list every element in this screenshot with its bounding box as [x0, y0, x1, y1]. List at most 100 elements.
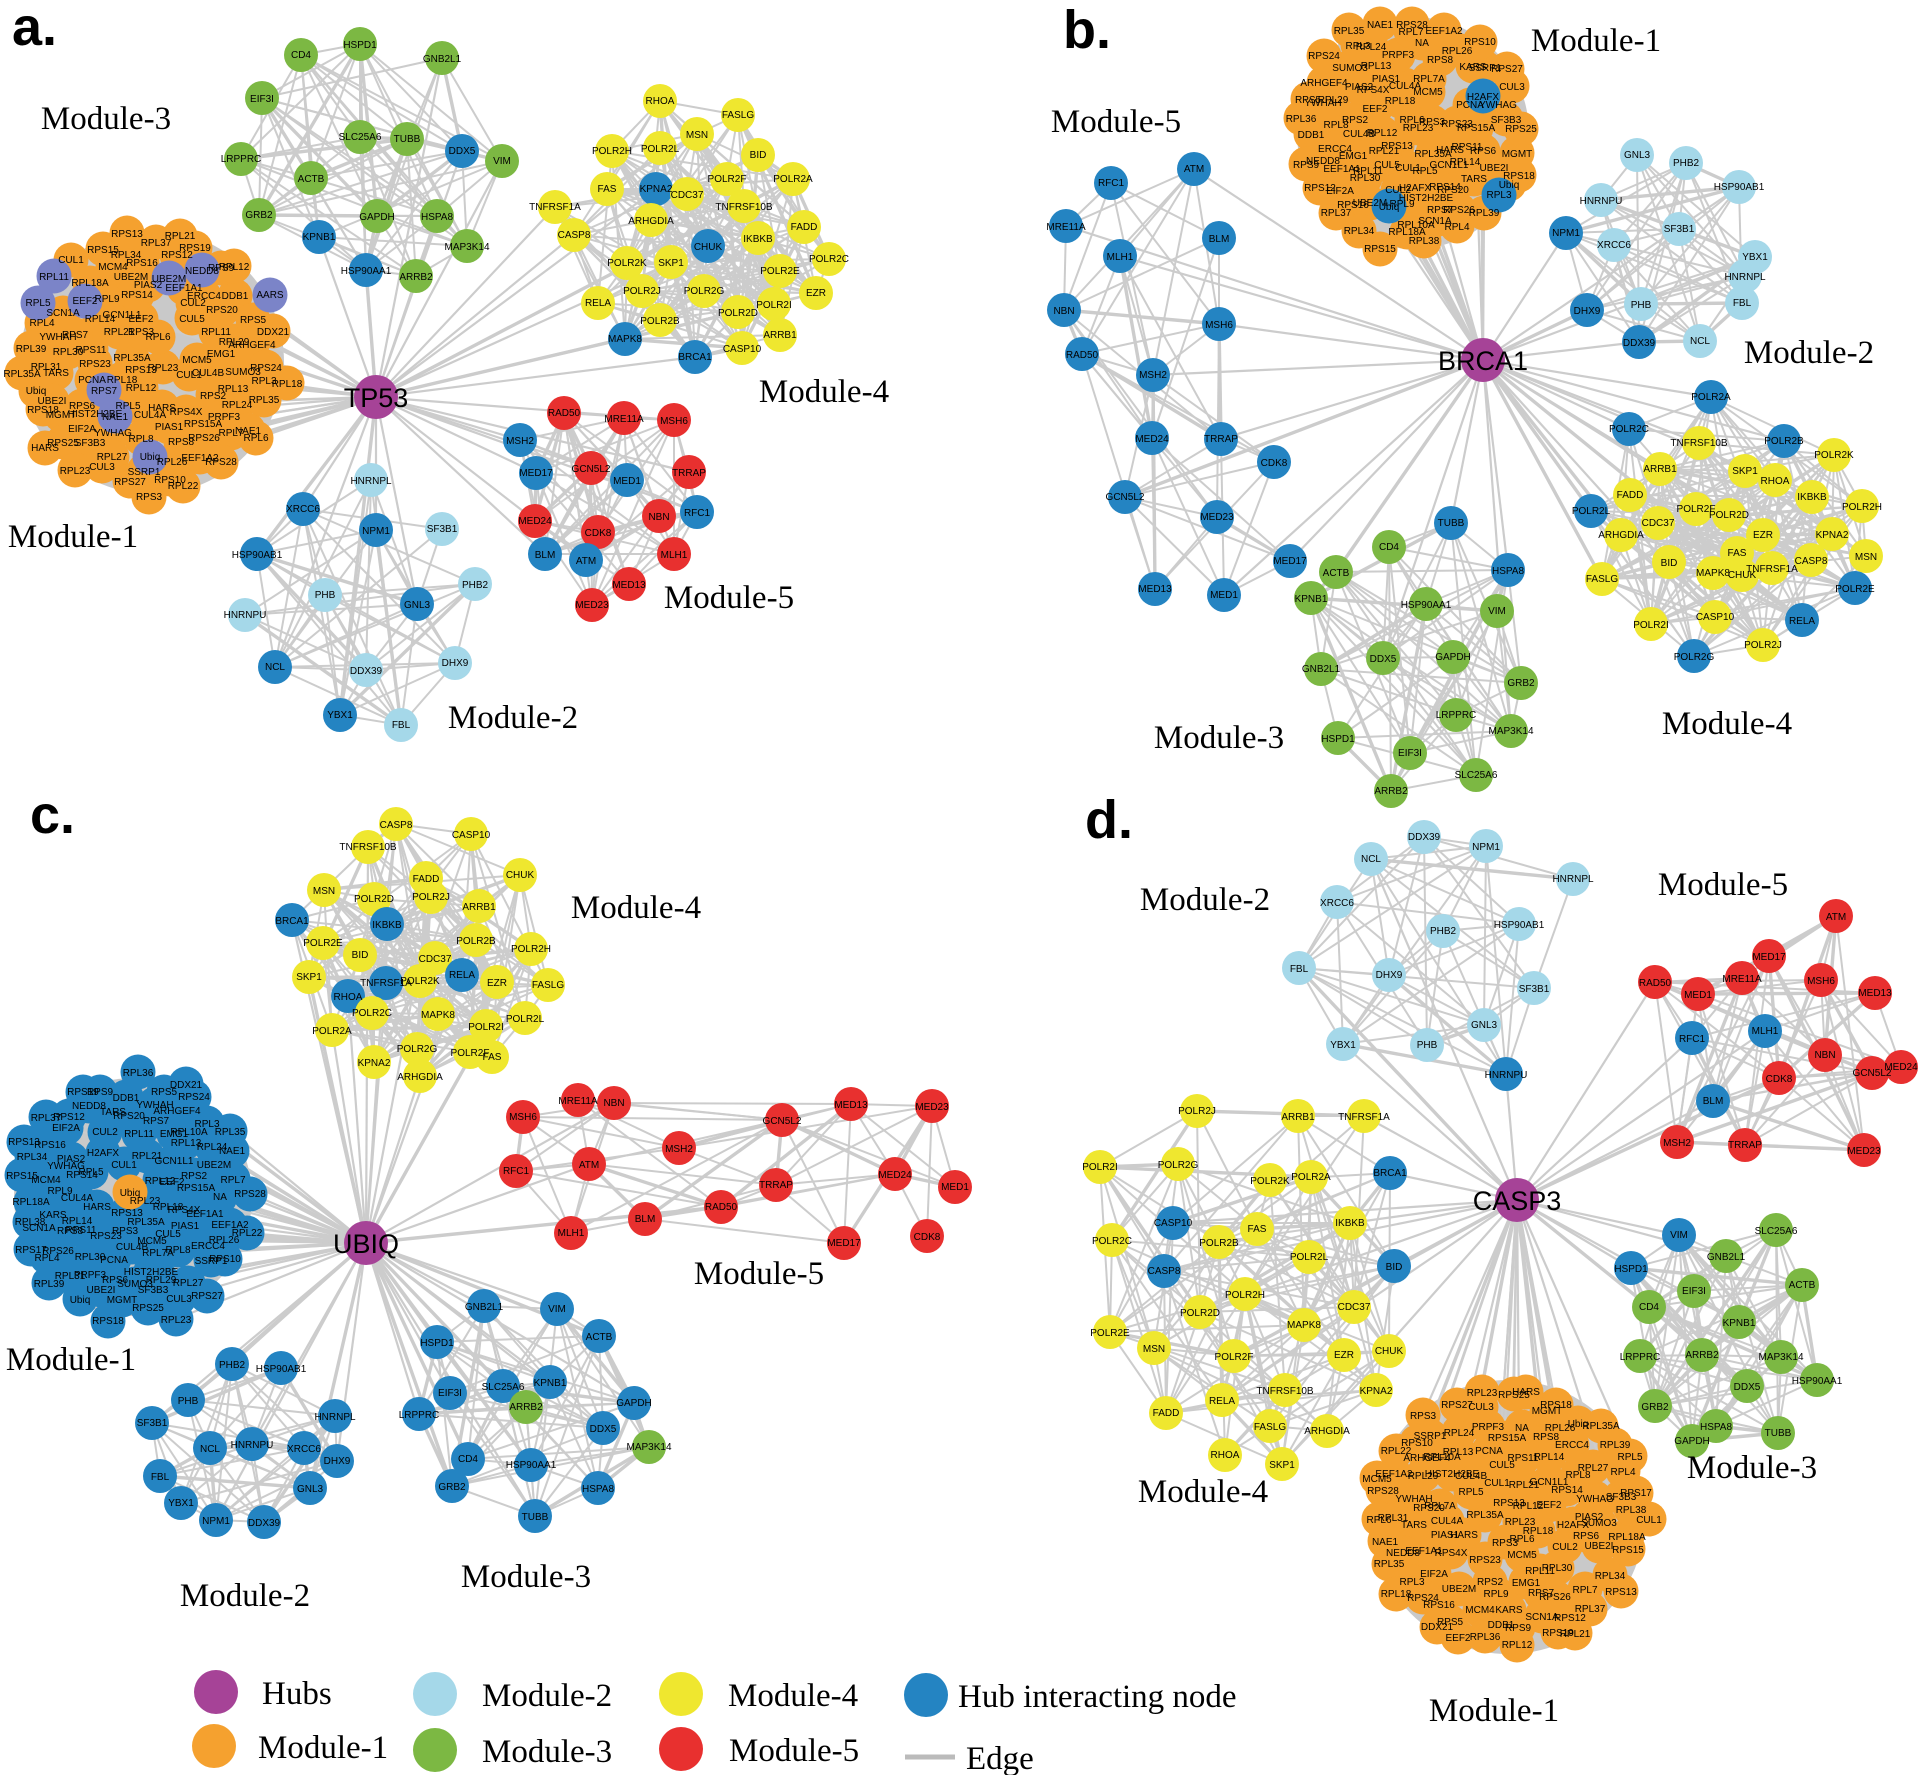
svg-text:RHOA: RHOA: [334, 992, 363, 1003]
svg-text:RPL5: RPL5: [1412, 166, 1437, 177]
svg-text:CASP3: CASP3: [1473, 1186, 1562, 1216]
svg-text:EEF1A1: EEF1A1: [1405, 1546, 1443, 1557]
svg-text:POLR2K: POLR2K: [1814, 450, 1854, 461]
svg-text:CUL2: CUL2: [1385, 185, 1411, 196]
svg-text:MSH2: MSH2: [506, 436, 534, 447]
svg-text:KARS: KARS: [1459, 62, 1487, 73]
svg-text:HARS: HARS: [1512, 1387, 1540, 1398]
svg-text:CASP8: CASP8: [558, 230, 591, 241]
svg-text:YBX1: YBX1: [1742, 252, 1768, 263]
svg-text:RPL5: RPL5: [115, 401, 140, 412]
svg-text:EEF2: EEF2: [159, 1177, 184, 1188]
svg-text:DDX5: DDX5: [1370, 654, 1397, 665]
svg-text:DDX5: DDX5: [590, 1424, 617, 1435]
svg-text:RPS13: RPS13: [111, 1208, 143, 1219]
svg-text:PIAS1: PIAS1: [1372, 74, 1401, 85]
svg-text:RPS7: RPS7: [143, 1116, 170, 1127]
svg-text:CUL3: CUL3: [1499, 82, 1525, 93]
svg-text:Module-5: Module-5: [1051, 104, 1181, 140]
svg-text:ARHGDIA: ARHGDIA: [397, 1072, 443, 1083]
svg-text:RPS18: RPS18: [92, 1316, 124, 1327]
svg-text:RPS8: RPS8: [1427, 55, 1454, 66]
svg-text:RPL4: RPL4: [1444, 222, 1469, 233]
svg-text:RPS9: RPS9: [1293, 160, 1320, 171]
svg-text:LRPPRC: LRPPRC: [399, 1410, 440, 1421]
svg-text:RPL11: RPL11: [1353, 166, 1383, 177]
svg-text:RPL5: RPL5: [1458, 1487, 1483, 1498]
svg-text:DDX39: DDX39: [350, 666, 383, 677]
svg-text:RPL3: RPL3: [1486, 190, 1511, 201]
svg-text:RPL4: RPL4: [29, 318, 54, 329]
svg-text:POLR2J: POLR2J: [412, 892, 450, 903]
svg-text:BLM: BLM: [535, 550, 556, 561]
svg-text:SF3B3: SF3B3: [138, 1285, 169, 1296]
svg-text:RPL34: RPL34: [1595, 1571, 1626, 1582]
svg-text:RPL9: RPL9: [47, 1186, 72, 1197]
svg-text:TUBB: TUBB: [1438, 518, 1465, 529]
svg-text:RPS13: RPS13: [8, 1137, 40, 1148]
svg-text:RPL12: RPL12: [1367, 128, 1398, 139]
svg-text:HNRNPU: HNRNPU: [231, 1440, 274, 1451]
svg-text:DDX5: DDX5: [1734, 1382, 1761, 1393]
svg-text:RPS16: RPS16: [126, 258, 158, 269]
svg-text:SF3B3: SF3B3: [1606, 1492, 1637, 1503]
svg-text:RPL21: RPL21: [1369, 146, 1400, 157]
svg-text:YBX1: YBX1: [1330, 1040, 1356, 1051]
svg-text:RPL37: RPL37: [31, 1113, 62, 1124]
svg-text:XRCC6: XRCC6: [287, 1444, 321, 1455]
svg-text:KPNB1: KPNB1: [1723, 1318, 1756, 1329]
svg-text:RPL18: RPL18: [1523, 1526, 1554, 1537]
svg-text:RPL37: RPL37: [1575, 1604, 1606, 1615]
svg-text:Module-3: Module-3: [1154, 720, 1284, 756]
svg-text:POLR2E: POLR2E: [1090, 1328, 1130, 1339]
svg-text:ARHGEF4: ARHGEF4: [153, 1106, 201, 1117]
svg-text:RFC1: RFC1: [1098, 178, 1125, 189]
svg-text:RPL5: RPL5: [25, 298, 50, 309]
svg-text:MED1: MED1: [613, 476, 641, 487]
svg-text:GNB2L1: GNB2L1: [1302, 664, 1341, 675]
svg-text:PCNA: PCNA: [1456, 100, 1484, 111]
svg-text:HSP90AB1: HSP90AB1: [256, 1364, 307, 1375]
svg-text:RPL38: RPL38: [15, 1217, 46, 1228]
svg-text:RPS12: RPS12: [1554, 1613, 1586, 1624]
svg-text:RPL38: RPL38: [1409, 236, 1440, 247]
svg-text:RAD50: RAD50: [1639, 978, 1672, 989]
svg-text:VIM: VIM: [1488, 606, 1506, 617]
svg-text:Module-3: Module-3: [41, 101, 171, 137]
svg-text:RPL24: RPL24: [222, 400, 253, 411]
svg-text:RPL29: RPL29: [1408, 1471, 1439, 1482]
svg-text:DDB1: DDB1: [222, 291, 249, 302]
svg-text:ACTB: ACTB: [586, 1332, 613, 1343]
svg-text:LRPPRC: LRPPRC: [221, 154, 262, 165]
svg-text:H2AFX: H2AFX: [1557, 1520, 1590, 1531]
svg-text:RPL6: RPL6: [145, 332, 170, 343]
svg-text:TUBB: TUBB: [1765, 1428, 1792, 1439]
svg-text:RPS25: RPS25: [132, 1303, 164, 1314]
svg-text:SF3B3: SF3B3: [75, 438, 106, 449]
svg-text:NAE1: NAE1: [102, 412, 129, 423]
svg-text:POLR2A: POLR2A: [1291, 1172, 1331, 1183]
svg-text:SUMO3: SUMO3: [117, 1279, 153, 1290]
svg-text:GCN1L1: GCN1L1: [1530, 1477, 1569, 1488]
svg-text:RPS28: RPS28: [205, 457, 237, 468]
svg-text:CASP10: CASP10: [452, 830, 491, 841]
svg-text:TNFRSF1A: TNFRSF1A: [1746, 564, 1798, 575]
svg-text:RPL36: RPL36: [1286, 114, 1317, 125]
svg-text:RPS5: RPS5: [1437, 1617, 1464, 1628]
svg-text:ARHGEF4: ARHGEF4: [1403, 1453, 1451, 1464]
svg-text:RPL7: RPL7: [218, 428, 243, 439]
svg-text:CD4: CD4: [458, 1454, 478, 1465]
svg-text:GRB2: GRB2: [245, 210, 273, 221]
svg-text:GNL3: GNL3: [1624, 150, 1651, 161]
svg-text:FASLG: FASLG: [1586, 574, 1618, 585]
svg-text:SF3B1: SF3B1: [137, 1418, 168, 1429]
svg-text:MCM5: MCM5: [1413, 87, 1443, 98]
svg-text:Module-3: Module-3: [482, 1734, 612, 1770]
svg-text:VIM: VIM: [493, 156, 511, 167]
svg-text:EEF2: EEF2: [72, 296, 97, 307]
svg-text:RPS26: RPS26: [1539, 1592, 1571, 1603]
svg-text:FASLG: FASLG: [1254, 1422, 1286, 1433]
svg-text:H2AFX: H2AFX: [87, 1148, 120, 1159]
svg-text:HSP90AB1: HSP90AB1: [232, 550, 283, 561]
svg-text:TRRAP: TRRAP: [759, 1180, 793, 1191]
